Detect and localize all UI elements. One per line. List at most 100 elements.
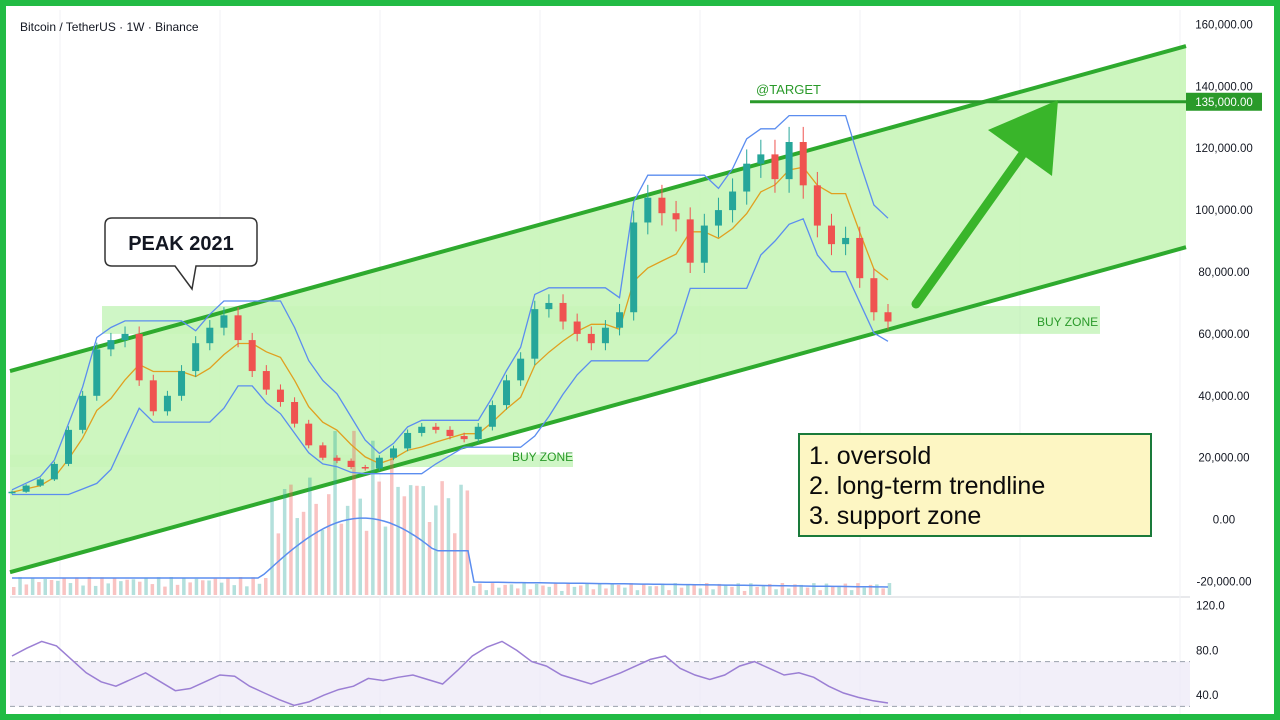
volume-bar	[62, 578, 66, 595]
volume-bar	[207, 580, 211, 595]
y-tick-label: 80,000.00	[1198, 267, 1249, 279]
volume-bar	[831, 586, 835, 595]
candle-body	[93, 349, 101, 396]
candle-body	[206, 327, 214, 344]
volume-bar	[642, 583, 646, 595]
candle-body	[50, 463, 58, 480]
candle-body	[743, 163, 751, 192]
up-arrow-shaft	[911, 150, 1027, 309]
volume-bar	[686, 584, 690, 595]
rsi-tick-label: 80.0	[1196, 645, 1218, 657]
volume-bar	[692, 584, 696, 595]
volume-bar	[87, 577, 92, 595]
candle-body	[531, 309, 539, 359]
volume-bar	[673, 583, 677, 595]
volume-bar	[736, 583, 740, 595]
candle-body	[22, 485, 30, 492]
volume-bar	[24, 584, 29, 595]
candle-body	[573, 321, 581, 334]
candle-body	[630, 222, 638, 313]
candle-body	[545, 302, 553, 310]
y-tick-label: 120,000.00	[1195, 143, 1253, 155]
y-tick-label: 0.00	[1213, 515, 1235, 527]
candle-body	[333, 457, 341, 461]
volume-bar	[188, 582, 192, 595]
candle-body	[192, 343, 200, 372]
candle-body	[587, 333, 595, 344]
volume-bar	[679, 587, 684, 595]
volume-bar	[780, 583, 785, 595]
candle-body	[107, 340, 115, 350]
y-tick-label: 160,000.00	[1195, 19, 1253, 31]
volume-bar	[541, 585, 545, 595]
volume-bar	[352, 430, 356, 595]
volume-bar	[881, 588, 885, 595]
volume-bar	[490, 583, 495, 595]
volume-bar	[648, 586, 652, 595]
volume-bar	[786, 588, 791, 595]
volume-bar	[245, 586, 249, 595]
volume-bar	[169, 577, 173, 595]
candle-body	[276, 389, 284, 402]
volume-bar	[471, 586, 476, 595]
candle-body	[291, 402, 299, 424]
volume-bar	[150, 584, 155, 595]
volume-bar	[591, 589, 596, 595]
candle-body	[135, 333, 143, 381]
volume-bar	[301, 511, 306, 595]
candle-body	[856, 237, 864, 279]
volume-bar	[446, 498, 451, 595]
volume-bar	[396, 486, 400, 595]
volume-bar	[509, 584, 514, 595]
candle-body	[79, 395, 87, 430]
candle-body	[404, 432, 412, 449]
candle-body	[305, 423, 313, 446]
candle-body	[319, 445, 327, 458]
volume-bar	[106, 583, 110, 595]
volume-bar	[440, 481, 444, 595]
volume-bar	[282, 489, 287, 595]
volume-bar	[837, 586, 841, 595]
buy-zone-right-label: BUY ZONE	[1037, 315, 1098, 329]
candle-body	[389, 448, 397, 458]
volume-bar	[358, 498, 362, 595]
volume-bar	[68, 583, 73, 595]
volume-bar	[257, 583, 262, 595]
volume-bar	[402, 496, 407, 595]
volume-bar	[478, 583, 482, 595]
volume-bar	[131, 579, 136, 595]
candle-body	[601, 327, 609, 344]
volume-bar	[862, 587, 866, 595]
volume-bar	[824, 583, 829, 595]
target-price-tag-label: 135,000.00	[1195, 97, 1253, 109]
volume-bar	[219, 582, 224, 595]
candle-body	[700, 225, 708, 263]
volume-bar	[629, 583, 633, 595]
volume-bar	[383, 526, 388, 595]
candle-body	[474, 426, 482, 440]
volume-bar	[868, 584, 873, 595]
volume-bar	[213, 578, 218, 595]
volume-bar	[768, 583, 772, 595]
band-upper-line	[11, 114, 889, 491]
volume-bar	[144, 577, 148, 595]
candle-body	[220, 315, 228, 328]
y-tick-label: 140,000.00	[1195, 81, 1253, 93]
volume-bar	[887, 583, 892, 595]
volume-bar	[320, 529, 325, 595]
volume-bar	[364, 530, 369, 595]
candle-body	[121, 333, 129, 341]
note-line: 3. support zone	[809, 502, 981, 530]
y-tick-label: 40,000.00	[1198, 391, 1249, 403]
volume-bar	[818, 590, 822, 595]
price-chart[interactable]: @TARGET BUY ZONE BUY ZONE PEAK 2021 1. overs…	[6, 6, 1274, 714]
volume-bar	[654, 586, 659, 595]
volume-bar	[264, 578, 268, 595]
candle-body	[248, 340, 256, 372]
candle-body	[8, 491, 16, 494]
candle-body	[488, 405, 496, 427]
volume-bar	[843, 583, 848, 595]
y-tick-label: 60,000.00	[1198, 329, 1249, 341]
candle-body	[884, 312, 892, 322]
